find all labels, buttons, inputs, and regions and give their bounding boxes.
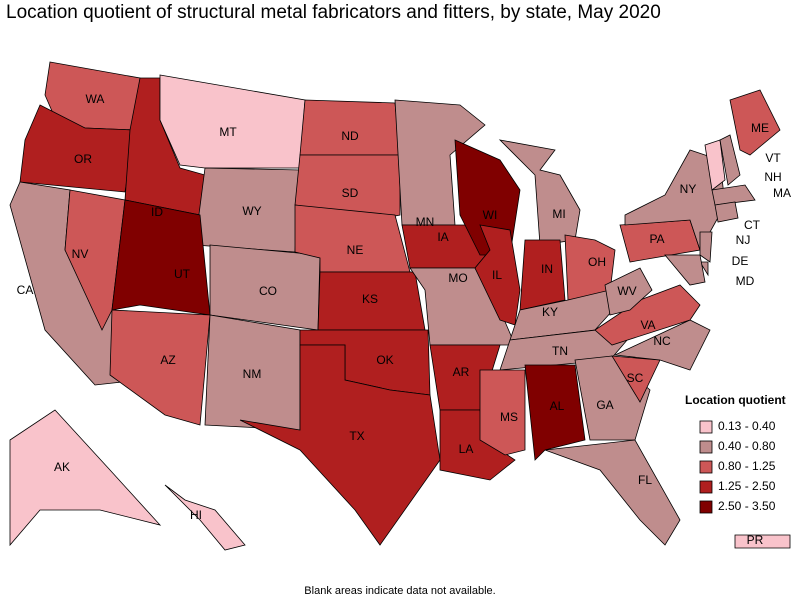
legend-title: Location quotient bbox=[685, 393, 786, 407]
state-label: ND bbox=[341, 129, 359, 143]
state-label: MI bbox=[552, 207, 565, 221]
state-label: WA bbox=[86, 92, 105, 106]
state-label: AZ bbox=[160, 353, 175, 367]
state bbox=[474, 224, 521, 326]
state bbox=[299, 99, 401, 156]
state-label: MS bbox=[500, 410, 518, 424]
state bbox=[111, 199, 211, 316]
legend-label: 0.80 - 1.25 bbox=[718, 459, 776, 473]
state-label: WY bbox=[242, 204, 261, 218]
state-label: WV bbox=[617, 284, 636, 298]
legend-label: 0.13 - 0.40 bbox=[718, 419, 776, 433]
state bbox=[64, 189, 126, 331]
state-label: NM bbox=[243, 367, 262, 381]
state-label: FL bbox=[638, 473, 652, 487]
legend-label: 1.25 - 2.50 bbox=[718, 479, 776, 493]
state-label: UT bbox=[174, 267, 191, 281]
state-label: NV bbox=[72, 247, 89, 261]
state bbox=[19, 104, 136, 193]
state-label: VT bbox=[765, 151, 781, 165]
state-label: MT bbox=[219, 125, 237, 139]
state-label: NH bbox=[764, 170, 781, 184]
state-label: HI bbox=[190, 508, 202, 522]
legend-swatch bbox=[699, 480, 713, 494]
state-label: VA bbox=[640, 318, 655, 332]
state-label: OH bbox=[588, 255, 606, 269]
state-label: AL bbox=[550, 399, 565, 413]
state bbox=[729, 89, 781, 156]
state-label: NC bbox=[653, 334, 671, 348]
state-label: WI bbox=[483, 208, 498, 222]
legend-swatch bbox=[699, 440, 713, 454]
legend-label: 2.50 - 3.50 bbox=[718, 499, 776, 513]
state bbox=[719, 134, 741, 186]
state-label: ME bbox=[751, 121, 769, 135]
state bbox=[664, 254, 706, 286]
state-label: OR bbox=[74, 152, 92, 166]
state-label: OK bbox=[376, 353, 393, 367]
state-label: MD bbox=[736, 274, 755, 288]
state-label: IN bbox=[541, 262, 553, 276]
state bbox=[164, 484, 246, 551]
state-label: NJ bbox=[736, 233, 751, 247]
state-label: PR bbox=[747, 533, 764, 547]
state-label: IL bbox=[492, 268, 502, 282]
legend-swatch bbox=[699, 420, 713, 434]
legend-swatch bbox=[699, 460, 713, 474]
footnote: Blank areas indicate data not available. bbox=[304, 585, 495, 597]
state-label: PA bbox=[649, 232, 664, 246]
state bbox=[714, 201, 739, 223]
state-label: AR bbox=[453, 365, 470, 379]
state bbox=[734, 534, 791, 549]
legend-label: 0.40 - 0.80 bbox=[718, 439, 776, 453]
state bbox=[519, 239, 566, 311]
map-title: Location quotient of structural metal fa… bbox=[6, 2, 661, 23]
state bbox=[239, 344, 441, 546]
state bbox=[109, 309, 211, 426]
state bbox=[564, 234, 616, 301]
state bbox=[524, 364, 586, 461]
state bbox=[159, 74, 306, 169]
legend-swatch bbox=[699, 500, 713, 514]
state-label: IA bbox=[437, 230, 448, 244]
state-label: KS bbox=[362, 292, 378, 306]
state-label: ID bbox=[151, 205, 163, 219]
state bbox=[604, 267, 653, 316]
state bbox=[613, 319, 711, 371]
state-label: CT bbox=[744, 218, 761, 232]
state-label: MN bbox=[416, 215, 435, 229]
state-label: MA bbox=[773, 186, 791, 200]
state-label: SD bbox=[342, 186, 359, 200]
state-label: DE bbox=[732, 254, 749, 268]
state bbox=[498, 139, 581, 246]
state-label: AK bbox=[54, 460, 70, 474]
state-label: GA bbox=[596, 398, 613, 412]
state-label: CO bbox=[259, 284, 277, 298]
state-label: KY bbox=[542, 305, 558, 319]
state-label: NY bbox=[680, 182, 697, 196]
state-label: TN bbox=[552, 344, 568, 358]
state-label: LA bbox=[459, 442, 474, 456]
state-label: TX bbox=[349, 429, 364, 443]
state-label: NE bbox=[347, 243, 364, 257]
state-label: MO bbox=[448, 271, 467, 285]
state bbox=[479, 369, 526, 456]
state-label: CA bbox=[17, 283, 34, 297]
state bbox=[699, 231, 713, 263]
state bbox=[711, 184, 756, 206]
state bbox=[9, 409, 162, 547]
state-label: SC bbox=[627, 371, 644, 385]
state bbox=[611, 355, 661, 403]
state bbox=[544, 439, 681, 546]
state bbox=[704, 139, 726, 191]
